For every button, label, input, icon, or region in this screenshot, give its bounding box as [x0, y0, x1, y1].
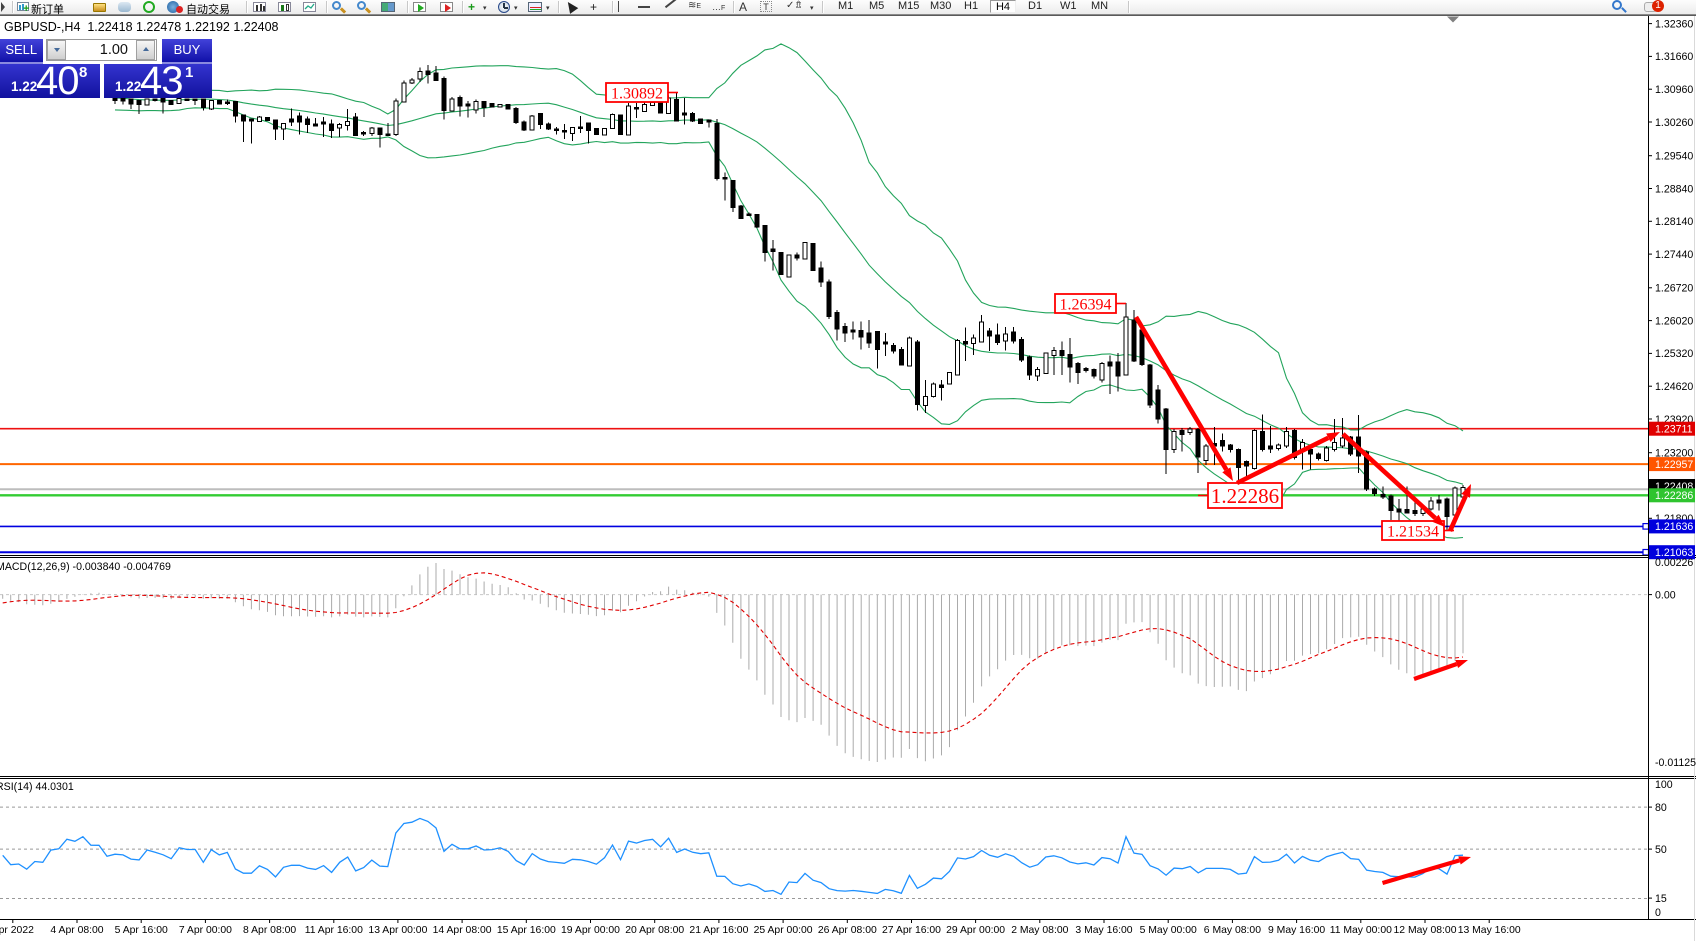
svg-text:15: 15: [1655, 893, 1667, 905]
svg-text:1.26394: 1.26394: [1060, 296, 1112, 313]
svg-text:19 Apr 00:00: 19 Apr 00:00: [561, 925, 620, 936]
svg-text:29 Apr 00:00: 29 Apr 00:00: [946, 925, 1005, 936]
svg-text:0.00: 0.00: [1655, 589, 1676, 601]
svg-text:1.28840: 1.28840: [1655, 183, 1693, 195]
svg-text:5 May 00:00: 5 May 00:00: [1140, 925, 1197, 936]
svg-text:1.30260: 1.30260: [1655, 117, 1693, 129]
svg-text:1.22957: 1.22957: [1655, 459, 1693, 471]
svg-text:15 Apr 16:00: 15 Apr 16:00: [497, 925, 556, 936]
svg-text:1.26720: 1.26720: [1655, 283, 1693, 295]
svg-text:1.23200: 1.23200: [1655, 448, 1693, 460]
svg-text:14 Apr 08:00: 14 Apr 08:00: [433, 925, 492, 936]
svg-text:6 May 08:00: 6 May 08:00: [1204, 925, 1261, 936]
svg-text:Apr 2022: Apr 2022: [0, 925, 34, 936]
svg-text:3 May 16:00: 3 May 16:00: [1075, 925, 1132, 936]
svg-text:13 Apr 00:00: 13 Apr 00:00: [368, 925, 427, 936]
svg-text:1.23711: 1.23711: [1655, 424, 1693, 436]
svg-text:100: 100: [1655, 779, 1673, 791]
svg-text:1.31660: 1.31660: [1655, 51, 1693, 63]
svg-text:1.21636: 1.21636: [1655, 521, 1693, 533]
svg-text:9 May 16:00: 9 May 16:00: [1268, 925, 1325, 936]
svg-text:4 Apr 08:00: 4 Apr 08:00: [50, 925, 103, 936]
svg-text:0.00226: 0.00226: [1655, 557, 1693, 569]
svg-text:1.22286: 1.22286: [1211, 484, 1279, 508]
svg-text:1.24620: 1.24620: [1655, 381, 1693, 393]
svg-text:12 May 08:00: 12 May 08:00: [1394, 925, 1457, 936]
svg-text:8 Apr 08:00: 8 Apr 08:00: [243, 925, 296, 936]
svg-text:25 Apr 00:00: 25 Apr 00:00: [754, 925, 813, 936]
svg-text:1.30960: 1.30960: [1655, 84, 1693, 96]
svg-text:7 Apr 00:00: 7 Apr 00:00: [179, 925, 232, 936]
svg-text:1.32360: 1.32360: [1655, 18, 1693, 30]
svg-text:1.30892: 1.30892: [611, 85, 663, 102]
svg-text:27 Apr 16:00: 27 Apr 16:00: [882, 925, 941, 936]
svg-text:26 Apr 08:00: 26 Apr 08:00: [818, 925, 877, 936]
svg-text:1.27440: 1.27440: [1655, 249, 1693, 261]
svg-text:1.25320: 1.25320: [1655, 348, 1693, 360]
svg-text:0: 0: [1655, 907, 1661, 919]
svg-text:11 Apr 16:00: 11 Apr 16:00: [305, 925, 363, 936]
svg-text:-0.011252: -0.011252: [1655, 757, 1696, 769]
svg-text:20 Apr 08:00: 20 Apr 08:00: [625, 925, 684, 936]
svg-text:1.21063: 1.21063: [1655, 547, 1693, 559]
svg-text:2 May 08:00: 2 May 08:00: [1011, 925, 1068, 936]
svg-text:MACD(12,26,9) -0.003840 -0.004: MACD(12,26,9) -0.003840 -0.004769: [0, 561, 171, 573]
svg-text:13 May 16:00: 13 May 16:00: [1458, 925, 1521, 936]
svg-text:5 Apr 16:00: 5 Apr 16:00: [115, 925, 168, 936]
svg-text:GBPUSD-,H4 1.22418 1.22478 1.: GBPUSD-,H4 1.22418 1.22478 1.22192 1.224…: [4, 20, 279, 34]
svg-text:1.21534: 1.21534: [1387, 523, 1439, 540]
svg-text:21 Apr 16:00: 21 Apr 16:00: [689, 925, 748, 936]
svg-text:1.28140: 1.28140: [1655, 216, 1693, 228]
svg-text:1.22286: 1.22286: [1655, 490, 1693, 502]
svg-text:11 May 00:00: 11 May 00:00: [1330, 925, 1392, 936]
svg-text:1.29540: 1.29540: [1655, 151, 1693, 163]
svg-text:80: 80: [1655, 802, 1667, 814]
svg-text:50: 50: [1655, 844, 1667, 856]
svg-text:1.26020: 1.26020: [1655, 315, 1693, 327]
svg-text:RSI(14) 44.0301: RSI(14) 44.0301: [0, 781, 74, 793]
